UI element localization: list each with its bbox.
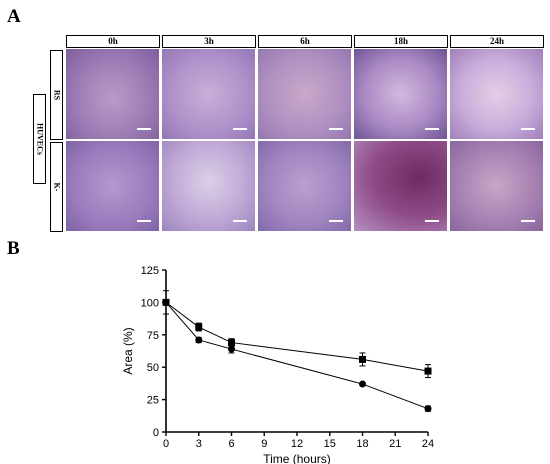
micrograph-k-24h (450, 141, 543, 231)
scale-bar (137, 220, 151, 222)
micrograph-rs-0h (66, 49, 159, 139)
micrograph-k-18h (354, 141, 447, 231)
y-tick-label: 25 (147, 395, 159, 407)
micrograph-rs-6h (258, 49, 351, 139)
y-tick-label: 125 (141, 265, 159, 277)
micrograph-rs-3h (162, 49, 255, 139)
x-tick-label: 15 (324, 438, 336, 450)
x-tick-label: 3 (196, 438, 202, 450)
scale-bar (425, 128, 439, 130)
data-point-square (359, 355, 366, 363)
scale-bar (329, 220, 343, 222)
row-label-rs: RS (52, 89, 61, 101)
column-header-24h: 24h (450, 35, 544, 48)
column-header-6h: 6h (258, 35, 352, 48)
column-header-0h: 0h (66, 35, 160, 48)
scale-bar (233, 220, 247, 222)
x-tick-label: 18 (356, 438, 368, 450)
data-point-circle (195, 336, 203, 344)
data-point-circle (228, 345, 235, 353)
data-point-circle (162, 298, 170, 306)
x-tick-label: 0 (163, 438, 169, 450)
column-header-3h: 3h (162, 35, 256, 48)
data-point-square (228, 339, 235, 347)
panel-a-letter: A (7, 6, 21, 27)
area-line-chart: 0 3 6 9 12 15 18 21 24 0 25 50 75 100 125 Time (hours) A… (121, 265, 434, 464)
micrograph-k-3h (162, 141, 255, 231)
row-label-box-rs: RS (50, 50, 63, 140)
scale-bar (233, 128, 247, 130)
y-tick-label: 0 (153, 427, 159, 439)
scale-bar (521, 220, 535, 222)
data-point-circle (359, 380, 366, 388)
micrograph-rs-18h (354, 49, 447, 139)
panel-b-letter: B (7, 238, 20, 259)
data-point-square (195, 323, 203, 331)
data-point-square (424, 367, 432, 375)
micrograph-k-0h (66, 141, 159, 231)
series-line-1 (165, 302, 429, 410)
scale-bar (425, 220, 439, 222)
micrograph-k-6h (258, 141, 351, 231)
x-tick-label: 12 (291, 438, 303, 450)
y-axis-label: Area (%) (121, 327, 135, 374)
series-line-0 (165, 302, 429, 372)
y-tick-label: 100 (141, 297, 159, 309)
y-tick-label: 75 (147, 330, 159, 342)
x-axis-label: Time (hours) (263, 452, 331, 464)
x-tick-label: 21 (389, 438, 401, 450)
scale-bar (329, 128, 343, 130)
data-point-circle (424, 405, 432, 413)
x-tick-label: 6 (228, 438, 234, 450)
row-label-k: K- (52, 182, 61, 192)
column-header-18h: 18h (354, 35, 448, 48)
row-label-box-k: K- (50, 142, 63, 232)
micrograph-rs-24h (450, 49, 543, 139)
x-tick-label: 9 (261, 438, 267, 450)
y-tick-label: 50 (147, 362, 159, 374)
scale-bar (521, 128, 535, 130)
scale-bar (137, 128, 151, 130)
x-tick-label: 24 (422, 438, 434, 450)
group-label-box: HUVECs (33, 94, 46, 184)
group-label: HUVECs (35, 122, 44, 156)
